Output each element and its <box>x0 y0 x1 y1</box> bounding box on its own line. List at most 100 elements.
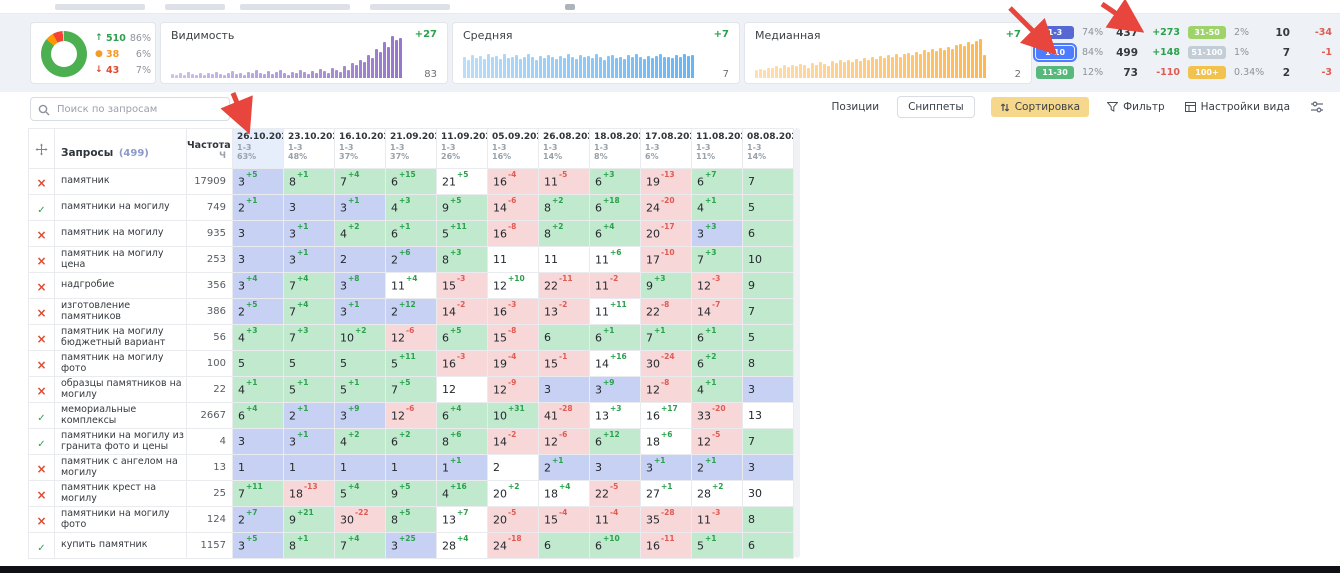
position-cell[interactable]: 3+5 <box>232 168 284 195</box>
position-cell[interactable]: 14-7 <box>691 298 743 325</box>
position-cell[interactable]: 21+5 <box>436 168 488 195</box>
range-row-31-50[interactable]: 31-50 2% 10 -34 <box>1188 23 1332 42</box>
query-cell[interactable]: памятник на могилу <box>54 220 187 247</box>
position-cell[interactable]: 22-5 <box>589 480 641 507</box>
position-cell[interactable]: 30-24 <box>640 350 692 377</box>
position-cell[interactable]: 16-3 <box>436 350 488 377</box>
position-cell[interactable]: 8+3 <box>436 246 488 273</box>
date-column-header[interactable]: 23.10.20231-348% <box>283 128 335 169</box>
position-cell[interactable]: 2 <box>487 454 539 481</box>
status-x-icon[interactable]: × <box>28 350 55 377</box>
position-cell[interactable]: 8+2 <box>538 194 590 221</box>
position-cell[interactable]: 2+6 <box>385 246 437 273</box>
position-cell[interactable]: 5+11 <box>436 220 488 247</box>
position-cell[interactable]: 8 <box>742 350 794 377</box>
snippets-tab[interactable]: Сниппеты <box>897 96 975 118</box>
position-cell[interactable]: 16-11 <box>640 532 692 559</box>
status-x-icon[interactable]: × <box>28 376 55 403</box>
position-cell[interactable]: 8+6 <box>436 428 488 455</box>
status-x-icon[interactable]: × <box>28 246 55 273</box>
position-cell[interactable]: 24-18 <box>487 532 539 559</box>
position-cell[interactable]: 12-6 <box>385 324 437 351</box>
position-cell[interactable]: 5+4 <box>334 480 386 507</box>
status-x-icon[interactable]: × <box>28 168 55 195</box>
position-cell[interactable]: 6+2 <box>385 428 437 455</box>
position-cell[interactable]: 3 <box>742 376 794 403</box>
position-cell[interactable]: 6+1 <box>385 220 437 247</box>
status-x-icon[interactable]: × <box>28 298 55 325</box>
position-cell[interactable]: 4+1 <box>691 376 743 403</box>
position-cell[interactable]: 4+3 <box>385 194 437 221</box>
position-cell[interactable]: 20-5 <box>487 506 539 533</box>
position-cell[interactable]: 3+5 <box>232 532 284 559</box>
position-cell[interactable]: 7+4 <box>334 532 386 559</box>
position-cell[interactable]: 28+2 <box>691 480 743 507</box>
query-cell[interactable]: образцы памятников на могилу <box>54 376 187 403</box>
position-cell[interactable]: 6+15 <box>385 168 437 195</box>
position-cell[interactable]: 6+7 <box>691 168 743 195</box>
position-cell[interactable]: 6+12 <box>589 428 641 455</box>
status-x-icon[interactable]: × <box>28 506 55 533</box>
position-cell[interactable]: 18+4 <box>538 480 590 507</box>
position-cell[interactable]: 3 <box>742 454 794 481</box>
position-cell[interactable]: 6+5 <box>436 324 488 351</box>
position-cell[interactable]: 1 <box>283 454 335 481</box>
position-cell[interactable]: 12-6 <box>385 402 437 429</box>
range-badge[interactable]: 51-100 <box>1188 46 1226 59</box>
position-cell[interactable]: 14-6 <box>487 194 539 221</box>
position-cell[interactable]: 2 <box>334 246 386 273</box>
position-cell[interactable]: 19-4 <box>487 350 539 377</box>
position-cell[interactable]: 9+5 <box>385 480 437 507</box>
position-cell[interactable]: 10+31 <box>487 402 539 429</box>
position-cell[interactable]: 18+6 <box>640 428 692 455</box>
position-cell[interactable]: 8+2 <box>538 220 590 247</box>
position-cell[interactable]: 6+1 <box>589 324 641 351</box>
position-cell[interactable]: 6 <box>742 220 794 247</box>
range-row-1-10[interactable]: 1-10 84% 499 +148 <box>1033 43 1180 62</box>
status-x-icon[interactable]: × <box>28 220 55 247</box>
position-cell[interactable]: 7 <box>742 168 794 195</box>
position-cell[interactable]: 2+1 <box>283 402 335 429</box>
position-cell[interactable]: 9+21 <box>283 506 335 533</box>
range-badge[interactable]: 1-10 <box>1033 43 1077 62</box>
position-cell[interactable]: 15-1 <box>538 350 590 377</box>
status-x-icon[interactable]: × <box>28 454 55 481</box>
date-column-header[interactable]: 18.08.20231-38% <box>589 128 641 169</box>
position-cell[interactable]: 28+4 <box>436 532 488 559</box>
position-cell[interactable]: 27+1 <box>640 480 692 507</box>
position-cell[interactable]: 10 <box>742 246 794 273</box>
position-cell[interactable]: 14+16 <box>589 350 641 377</box>
position-cell[interactable]: 8+1 <box>283 168 335 195</box>
position-cell[interactable]: 3+3 <box>691 220 743 247</box>
position-cell[interactable]: 22-11 <box>538 272 590 299</box>
position-cell[interactable]: 11-5 <box>538 168 590 195</box>
position-cell[interactable]: 7+3 <box>283 324 335 351</box>
position-cell[interactable]: 16-8 <box>487 220 539 247</box>
position-cell[interactable]: 6+1 <box>691 324 743 351</box>
position-cell[interactable]: 12+10 <box>487 272 539 299</box>
position-cell[interactable]: 3+1 <box>334 194 386 221</box>
position-cell[interactable]: 2+7 <box>232 506 284 533</box>
date-column-header[interactable]: 11.09.20231-326% <box>436 128 488 169</box>
position-cell[interactable]: 3+1 <box>283 246 335 273</box>
position-cell[interactable]: 11-2 <box>589 272 641 299</box>
position-cell[interactable]: 3 <box>232 428 284 455</box>
range-row-100+[interactable]: 100+ 0.34% 2 -3 <box>1188 63 1332 82</box>
status-check-icon[interactable]: ✓ <box>28 194 55 221</box>
date-column-header[interactable]: 26.08.20231-314% <box>538 128 590 169</box>
position-cell[interactable]: 33-20 <box>691 402 743 429</box>
position-cell[interactable]: 2+1 <box>538 454 590 481</box>
position-cell[interactable]: 9+3 <box>640 272 692 299</box>
position-cell[interactable]: 13 <box>742 402 794 429</box>
position-cell[interactable]: 15-8 <box>487 324 539 351</box>
position-cell[interactable]: 1+1 <box>436 454 488 481</box>
query-cell[interactable]: памятник <box>54 168 187 195</box>
range-badge[interactable]: 11-30 <box>1036 66 1074 79</box>
position-cell[interactable]: 1 <box>334 454 386 481</box>
position-cell[interactable]: 8 <box>742 506 794 533</box>
position-cell[interactable]: 5 <box>334 350 386 377</box>
position-cell[interactable]: 4+1 <box>232 376 284 403</box>
position-cell[interactable]: 3+1 <box>283 220 335 247</box>
visibility-chart-card[interactable]: Видимость +27 83 <box>160 22 448 84</box>
position-cell[interactable]: 12-8 <box>640 376 692 403</box>
